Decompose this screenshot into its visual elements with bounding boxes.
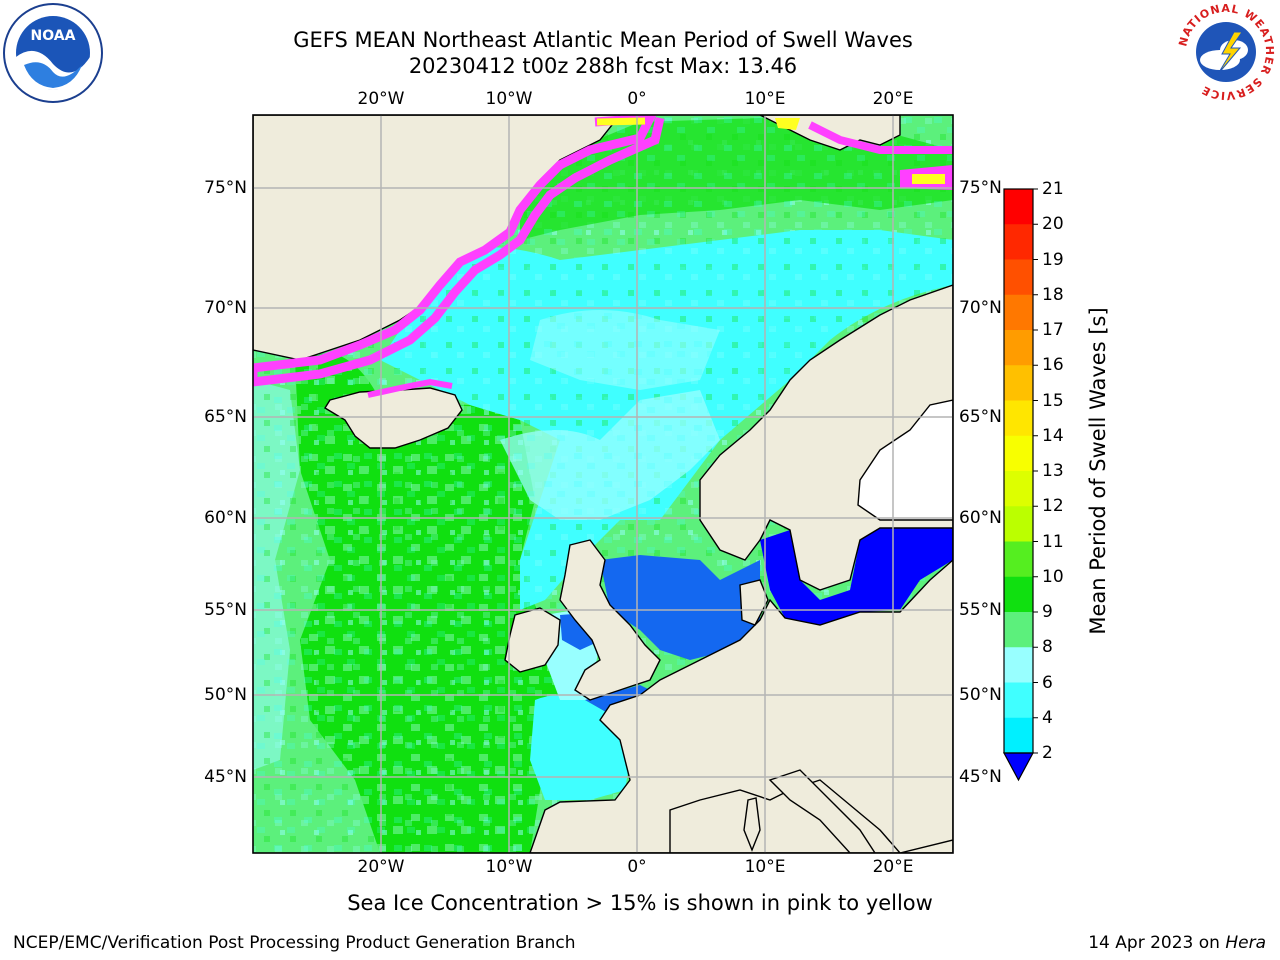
footer-date: 14 Apr 2023 on Hera: [1088, 933, 1266, 953]
nws-logo: NATIONAL WEATHER SERVICE: [1176, 2, 1275, 102]
lat-tick-left: 55°N: [204, 600, 247, 620]
colorbar-bin: [1004, 400, 1033, 437]
great-britain: [559, 539, 661, 701]
footer-host: Hera: [1225, 933, 1266, 953]
colorbar-tick-label: 2: [1042, 743, 1053, 763]
colorbar-tick-label: 19: [1042, 249, 1064, 270]
lat-tick-left: 70°N: [204, 298, 247, 318]
chart-subtitle: 20230412 t00z 288h fcst Max: 13.46: [408, 54, 798, 78]
lat-tick-right: 65°N: [959, 407, 1002, 427]
lat-tick-right: 50°N: [959, 685, 1002, 705]
colorbar-bin: [1004, 717, 1033, 754]
sardinia-corsica: [743, 797, 761, 852]
ice-edge-iceland: [367, 378, 453, 398]
footer-credit: NCEP/EMC/Verification Post Processing Pr…: [13, 933, 576, 953]
denmark: [739, 579, 769, 626]
lon-tick-bottom: 0°: [627, 857, 647, 877]
lat-tick-left: 45°N: [204, 767, 247, 787]
colorbar: [1002, 188, 1038, 782]
colorbar-bin: [1004, 682, 1033, 719]
lon-tick-top: 10°E: [744, 89, 786, 109]
colorbar-bin: [1004, 259, 1033, 296]
footer-date-text: 14 Apr 2023 on: [1088, 933, 1220, 953]
colorbar-tick-label: 16: [1042, 355, 1064, 376]
lon-tick-bottom: 20°W: [357, 857, 405, 877]
colorbar-tick-label: 13: [1042, 461, 1064, 481]
lon-tick-top: 20°E: [872, 89, 914, 109]
ice-edge-svalbard: [808, 121, 953, 154]
lat-tick-right: 45°N: [959, 767, 1002, 787]
colorbar-bin: [1004, 576, 1033, 613]
lat-tick-right: 75°N: [959, 178, 1002, 198]
lat-tick-left: 75°N: [204, 178, 247, 198]
colorbar-title: Mean Period of Swell Waves [s]: [1086, 307, 1110, 635]
sea-ice-footnote: Sea Ice Concentration > 15% is shown in …: [347, 891, 933, 915]
graticule: [253, 115, 953, 853]
colorbar-tick-label: 6: [1042, 672, 1053, 693]
gulf-of-bothnia: [857, 399, 953, 521]
colorbar-bin: [1004, 647, 1033, 683]
colorbar-tick-label: 17: [1042, 320, 1064, 340]
colorbar-tick-label: 20: [1042, 214, 1064, 235]
colorbar-tick-label: 4: [1042, 707, 1053, 728]
lat-tick-right: 55°N: [959, 600, 1002, 620]
ice-patch-east-yellow: [912, 174, 945, 184]
colorbar-tick-label: 11: [1042, 531, 1064, 552]
colorbar-bin: [1004, 224, 1033, 260]
colorbar-bin: [1004, 541, 1033, 578]
map-frame: [252, 114, 954, 854]
colorbar-bin: [1004, 506, 1033, 542]
ice-edge-yellow: [596, 117, 646, 126]
colorbar-tick-label: 18: [1042, 284, 1064, 305]
italy: [768, 769, 876, 853]
ocean-baltic: [760, 528, 953, 625]
lat-tick-right: 60°N: [959, 508, 1002, 528]
lon-tick-bottom: 20°E: [872, 857, 914, 877]
ice-patch-svalbard-yellow: [775, 118, 800, 130]
lon-tick-top: 10°W: [485, 89, 533, 109]
colorbar-bin: [1004, 612, 1033, 648]
lat-tick-left: 50°N: [204, 685, 247, 705]
lon-tick-bottom: 10°E: [744, 857, 786, 877]
chart-title: GEFS MEAN Northeast Atlantic Mean Period…: [293, 28, 913, 52]
colorbar-tick-label: 21: [1042, 179, 1064, 199]
colorbar-tick-label: 10: [1042, 566, 1064, 587]
lat-tick-left: 65°N: [204, 407, 247, 427]
colorbar-bin: [1004, 471, 1033, 507]
lon-tick-top: 0°: [627, 89, 647, 109]
lat-tick-right: 70°N: [959, 298, 1002, 318]
europe-scandinavia: [529, 284, 953, 853]
colorbar-tick-label: 15: [1042, 390, 1064, 411]
colorbar-bin: [1004, 365, 1033, 401]
colorbar-bin: [1004, 435, 1033, 472]
lon-tick-top: 20°W: [357, 89, 405, 109]
colorbar-tick-label: 14: [1042, 425, 1064, 446]
colorbar-tick-label: 12: [1042, 496, 1064, 517]
colorbar-bin: [1004, 189, 1033, 225]
lon-tick-bottom: 10°W: [485, 857, 533, 877]
colorbar-tick-label: 8: [1042, 637, 1053, 658]
noaa-logo: NOAA: [3, 3, 103, 103]
lat-tick-left: 60°N: [204, 508, 247, 528]
colorbar-extension: [1002, 752, 1035, 782]
noaa-logo-text: NOAA: [31, 28, 76, 44]
ocean-north-sea: [600, 555, 760, 660]
colorbar-bin: [1004, 294, 1033, 331]
colorbar-bin: [1004, 330, 1033, 366]
colorbar-tick-label: 9: [1042, 602, 1053, 622]
ice-edge-greenland: [253, 115, 665, 387]
